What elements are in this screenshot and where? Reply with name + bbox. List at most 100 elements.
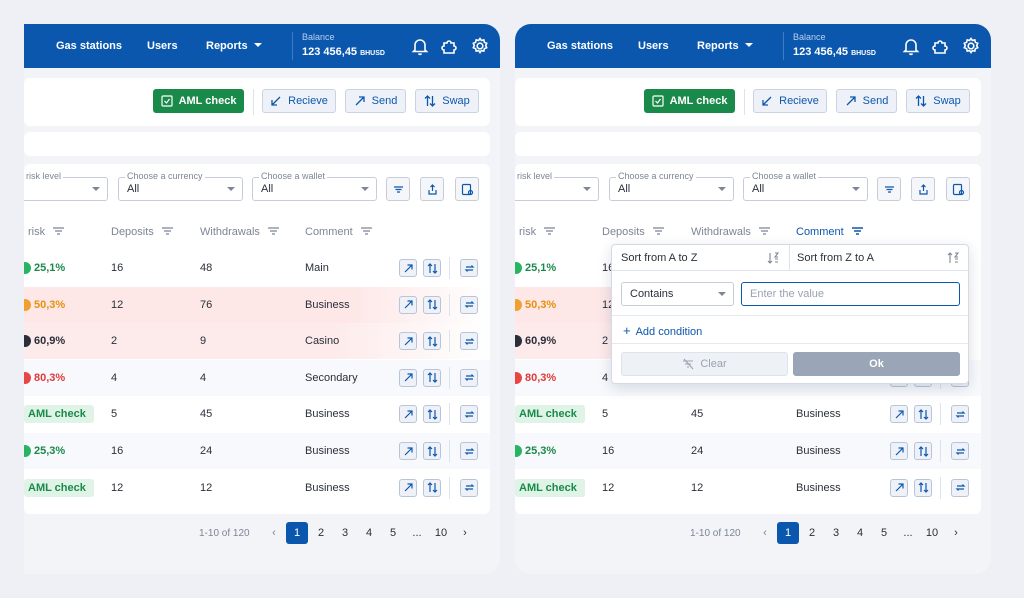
table-row[interactable]: 80,3% 4 4 Secondary: [24, 359, 490, 396]
nav-reports[interactable]: Reports: [697, 40, 753, 52]
col-deposits[interactable]: Deposits: [602, 226, 664, 238]
col-comment[interactable]: Comment: [796, 226, 863, 238]
aml-check-badge[interactable]: AML check: [24, 405, 94, 424]
row-send-button[interactable]: [890, 405, 908, 424]
send-button[interactable]: Send: [345, 89, 406, 113]
clear-button[interactable]: Clear: [621, 352, 788, 376]
row-send-button[interactable]: [890, 478, 908, 497]
row-send-button[interactable]: [399, 332, 417, 351]
send-button[interactable]: Send: [836, 89, 897, 113]
column-settings-button[interactable]: [946, 177, 970, 201]
row-swap-button[interactable]: [460, 368, 478, 387]
swap-button[interactable]: Swap: [906, 89, 970, 113]
gear-icon[interactable]: [470, 36, 490, 56]
page-button[interactable]: 5: [389, 527, 397, 539]
column-settings-button[interactable]: [455, 177, 479, 201]
bell-icon[interactable]: [410, 36, 430, 56]
filter-value-input[interactable]: Enter the value: [741, 282, 960, 306]
row-swap-button[interactable]: [460, 405, 478, 424]
col-risk[interactable]: risk: [519, 226, 556, 238]
add-condition-button[interactable]: + Add condition: [623, 323, 702, 338]
nav-gas-stations[interactable]: Gas stations: [547, 40, 614, 52]
page-button[interactable]: 2: [808, 527, 816, 539]
nav-gas-stations[interactable]: Gas stations: [56, 40, 123, 52]
aml-check-button[interactable]: AML check: [644, 89, 735, 113]
table-row[interactable]: 60,9% 2 9 Casino: [24, 323, 490, 360]
next-page-button[interactable]: ›: [945, 522, 967, 544]
aml-check-badge[interactable]: AML check: [24, 478, 94, 497]
row-transfer-button[interactable]: [423, 478, 441, 497]
sort-az-button[interactable]: Sort from A to Z: [612, 245, 790, 271]
table-row[interactable]: 50,3% 12 76 Business: [24, 286, 490, 323]
table-row[interactable]: 25,3% 16 24 Business: [24, 433, 490, 469]
col-risk[interactable]: risk: [28, 226, 65, 238]
row-send-button[interactable]: [890, 442, 908, 460]
row-transfer-button[interactable]: [914, 405, 932, 424]
aml-check-button[interactable]: AML check: [153, 89, 244, 113]
row-transfer-button[interactable]: [914, 442, 932, 460]
table-row[interactable]: AML check 5 45 Business: [515, 396, 981, 433]
nav-reports[interactable]: Reports: [206, 40, 262, 52]
receive-button[interactable]: Recieve: [262, 89, 336, 113]
row-send-button[interactable]: [399, 442, 417, 460]
table-row[interactable]: AML check 5 45 Business: [24, 396, 490, 433]
table-row[interactable]: AML check 12 12 Business: [24, 469, 490, 506]
risk-level-select[interactable]: [24, 177, 108, 201]
page-button[interactable]: 10: [434, 527, 448, 539]
row-transfer-button[interactable]: [423, 405, 441, 424]
page-button[interactable]: 3: [341, 527, 349, 539]
page-button[interactable]: 2: [317, 527, 325, 539]
page-button[interactable]: 3: [832, 527, 840, 539]
nav-users[interactable]: Users: [147, 40, 178, 52]
puzzle-icon[interactable]: [440, 36, 460, 56]
row-swap-button[interactable]: [460, 442, 478, 460]
row-send-button[interactable]: [399, 478, 417, 497]
prev-page-button[interactable]: ‹: [263, 522, 285, 544]
row-swap-button[interactable]: [460, 259, 478, 277]
page-button[interactable]: 1: [777, 522, 799, 544]
row-send-button[interactable]: [399, 295, 417, 314]
sort-za-button[interactable]: Sort from Z to A: [790, 245, 969, 271]
operator-select[interactable]: Contains: [621, 282, 734, 306]
gear-icon[interactable]: [961, 36, 981, 56]
aml-check-badge[interactable]: AML check: [515, 478, 585, 497]
puzzle-icon[interactable]: [931, 36, 951, 56]
table-row[interactable]: 25,3% 16 24 Business: [515, 433, 981, 469]
page-button[interactable]: 4: [856, 527, 864, 539]
page-button[interactable]: 1: [286, 522, 308, 544]
row-transfer-button[interactable]: [423, 295, 441, 314]
prev-page-button[interactable]: ‹: [754, 522, 776, 544]
filter-button[interactable]: [386, 177, 410, 201]
row-transfer-button[interactable]: [423, 442, 441, 460]
export-button[interactable]: [911, 177, 935, 201]
row-transfer-button[interactable]: [914, 478, 932, 497]
row-swap-button[interactable]: [951, 478, 969, 497]
row-swap-button[interactable]: [460, 332, 478, 351]
row-swap-button[interactable]: [460, 295, 478, 314]
risk-level-select[interactable]: [515, 177, 599, 201]
row-send-button[interactable]: [399, 259, 417, 277]
page-button[interactable]: 4: [365, 527, 373, 539]
row-swap-button[interactable]: [460, 478, 478, 497]
currency-select[interactable]: All: [609, 177, 734, 201]
row-send-button[interactable]: [399, 405, 417, 424]
col-withdrawals[interactable]: Withdrawals: [200, 226, 279, 238]
bell-icon[interactable]: [901, 36, 921, 56]
aml-check-badge[interactable]: AML check: [515, 405, 585, 424]
nav-users[interactable]: Users: [638, 40, 669, 52]
wallet-select[interactable]: All: [743, 177, 868, 201]
col-withdrawals[interactable]: Withdrawals: [691, 226, 770, 238]
row-swap-button[interactable]: [951, 405, 969, 424]
receive-button[interactable]: Recieve: [753, 89, 827, 113]
row-swap-button[interactable]: [951, 442, 969, 460]
col-deposits[interactable]: Deposits: [111, 226, 173, 238]
row-send-button[interactable]: [399, 368, 417, 387]
page-button[interactable]: 10: [925, 527, 939, 539]
table-row[interactable]: AML check 12 12 Business: [515, 469, 981, 506]
page-button[interactable]: 5: [880, 527, 888, 539]
table-row[interactable]: 25,1% 16 48 Main: [24, 250, 490, 286]
export-button[interactable]: [420, 177, 444, 201]
filter-button[interactable]: [877, 177, 901, 201]
row-transfer-button[interactable]: [423, 332, 441, 351]
row-transfer-button[interactable]: [423, 259, 441, 277]
